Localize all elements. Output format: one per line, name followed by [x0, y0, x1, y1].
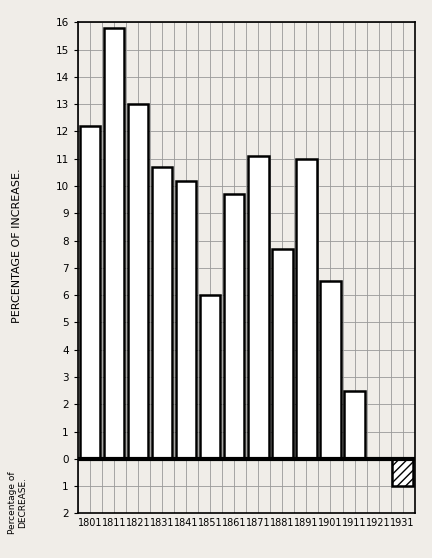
Bar: [200, 295, 220, 459]
Bar: [79, 126, 100, 459]
Bar: [152, 167, 172, 459]
Bar: [296, 158, 317, 459]
Bar: [248, 156, 269, 459]
Bar: [104, 28, 124, 459]
Bar: [392, 459, 413, 486]
Bar: [128, 104, 148, 459]
Bar: [320, 281, 341, 459]
Bar: [224, 194, 245, 459]
Bar: [344, 391, 365, 459]
Bar: [272, 249, 292, 459]
Bar: [176, 181, 196, 459]
Text: Percentage of
DECREASE.: Percentage of DECREASE.: [8, 471, 27, 533]
Text: PERCENTAGE OF INCREASE.: PERCENTAGE OF INCREASE.: [12, 168, 22, 323]
